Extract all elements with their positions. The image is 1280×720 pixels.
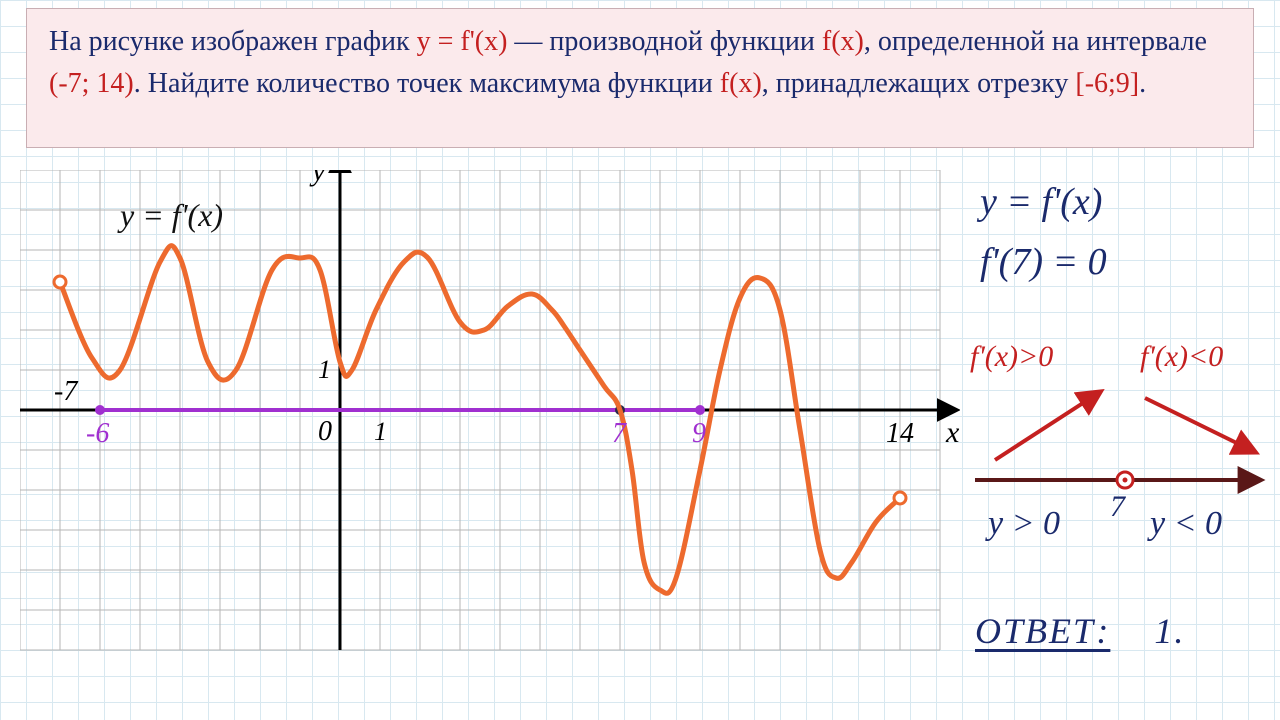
answer-label: ОТВЕТ: [975, 611, 1110, 651]
chart-svg: y x 0 1 1 -7 14 -6 7 9 y = f'(x) [20, 170, 960, 710]
svg-text:1: 1 [318, 355, 331, 384]
note-yneg: y < 0 [1150, 505, 1222, 543]
derivative-chart: y x 0 1 1 -7 14 -6 7 9 y = f'(x) [20, 170, 960, 710]
svg-text:0: 0 [318, 416, 332, 447]
note-axis-point: 7 [1110, 490, 1125, 524]
svg-text:-6: -6 [86, 418, 109, 449]
note-eq1: y = f'(x) [980, 180, 1102, 224]
problem-interval: (-7; 14) [49, 68, 134, 99]
problem-eq2: f(x) [822, 26, 864, 57]
svg-text:9: 9 [692, 418, 706, 449]
svg-text:x: x [945, 416, 960, 449]
problem-statement: На рисунке изображен график y = f'(x) — … [26, 8, 1254, 148]
problem-eq3: f(x) [720, 68, 762, 99]
solution-notes: y = f'(x) f'(7) = 0 f'(x)>0 f'(x)<0 y > … [970, 170, 1270, 710]
problem-eq1: y = f'(x) [417, 26, 508, 57]
answer-value: 1. [1154, 611, 1185, 651]
note-pos: f'(x)>0 [970, 340, 1053, 374]
svg-text:y = f'(x): y = f'(x) [117, 197, 223, 233]
problem-text-4: . Найдите количество точек максимума фун… [134, 68, 720, 99]
problem-text-3: , определенной на интервале [864, 26, 1207, 57]
problem-text-6: . [1139, 68, 1146, 99]
note-eq2: f'(7) = 0 [980, 240, 1107, 284]
problem-text-5: , принадлежащих отрезку [762, 68, 1076, 99]
svg-text:7: 7 [612, 418, 627, 449]
note-ypos: y > 0 [988, 505, 1060, 543]
problem-text-2: — производной функции [507, 26, 821, 57]
svg-text:1: 1 [374, 417, 387, 446]
svg-text:14: 14 [886, 418, 914, 449]
note-neg: f'(x)<0 [1140, 340, 1223, 374]
problem-text-1: На рисунке изображен график [49, 26, 417, 57]
svg-text:-7: -7 [54, 376, 78, 407]
problem-segment: [-6;9] [1075, 68, 1139, 99]
svg-text:y: y [309, 170, 326, 187]
